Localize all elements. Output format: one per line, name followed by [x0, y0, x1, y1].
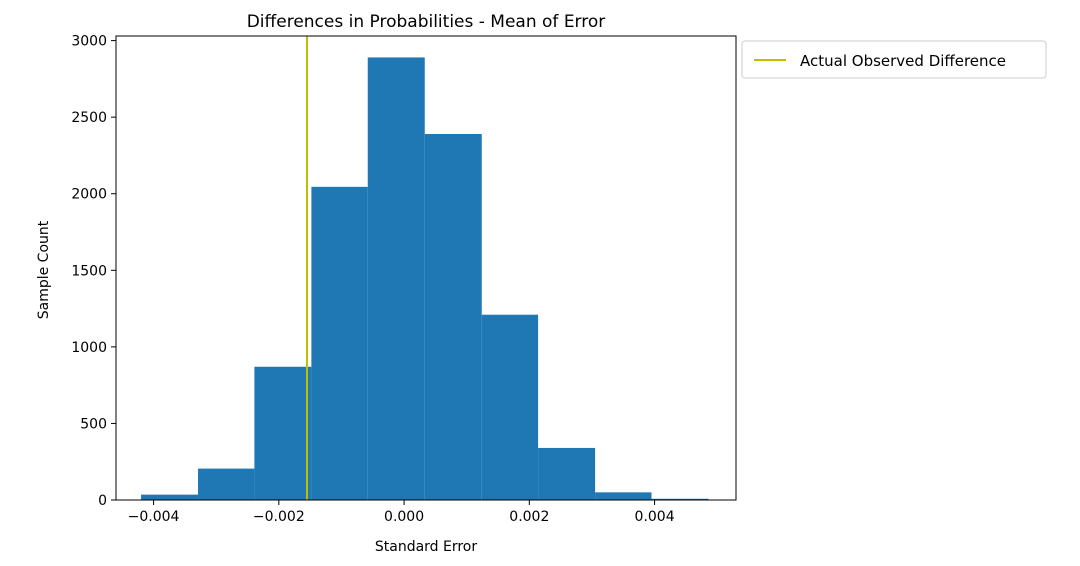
- y-axis-ticks: 0 500 1000 1500 2000 2500 3000: [71, 34, 116, 509]
- y-axis-label: Sample Count: [36, 220, 52, 319]
- y-tick-label: 1500: [71, 263, 107, 279]
- y-tick-label: 500: [80, 416, 107, 432]
- y-tick-label: 2500: [71, 110, 107, 126]
- x-tick-label: 0.000: [384, 509, 424, 525]
- histogram-bar: [311, 186, 368, 500]
- bars-group: [141, 57, 709, 501]
- legend-box: [741, 40, 1047, 79]
- chart-title: Differences in Probabilities - Mean of E…: [247, 12, 606, 32]
- legend-label: Actual Observed Difference: [800, 52, 1006, 70]
- histogram-bar: [141, 494, 199, 500]
- x-tick-label: −0.004: [128, 509, 180, 525]
- x-axis-label: Standard Error: [375, 539, 478, 555]
- axes-frame: [115, 35, 737, 501]
- histogram-bar: [367, 57, 425, 501]
- legend: Actual Observed Difference: [741, 40, 1047, 79]
- histogram-bar: [198, 468, 255, 500]
- histogram-bar: [595, 492, 652, 500]
- x-tick-label: 0.002: [509, 509, 549, 525]
- y-tick-label: 0: [98, 493, 107, 509]
- histogram-bar: [424, 134, 482, 501]
- histogram-bar: [254, 366, 312, 500]
- y-tick-label: 3000: [71, 34, 107, 50]
- x-axis-ticks: −0.004 −0.002 0.000 0.002 0.004: [128, 500, 675, 525]
- histogram-bar: [481, 314, 539, 500]
- y-tick-label: 2000: [71, 187, 107, 203]
- histogram-bar: [538, 447, 596, 500]
- y-tick-label: 1000: [71, 340, 107, 356]
- x-tick-label: −0.002: [253, 509, 305, 525]
- x-tick-label: 0.004: [635, 509, 675, 525]
- histogram-bar: [651, 498, 709, 500]
